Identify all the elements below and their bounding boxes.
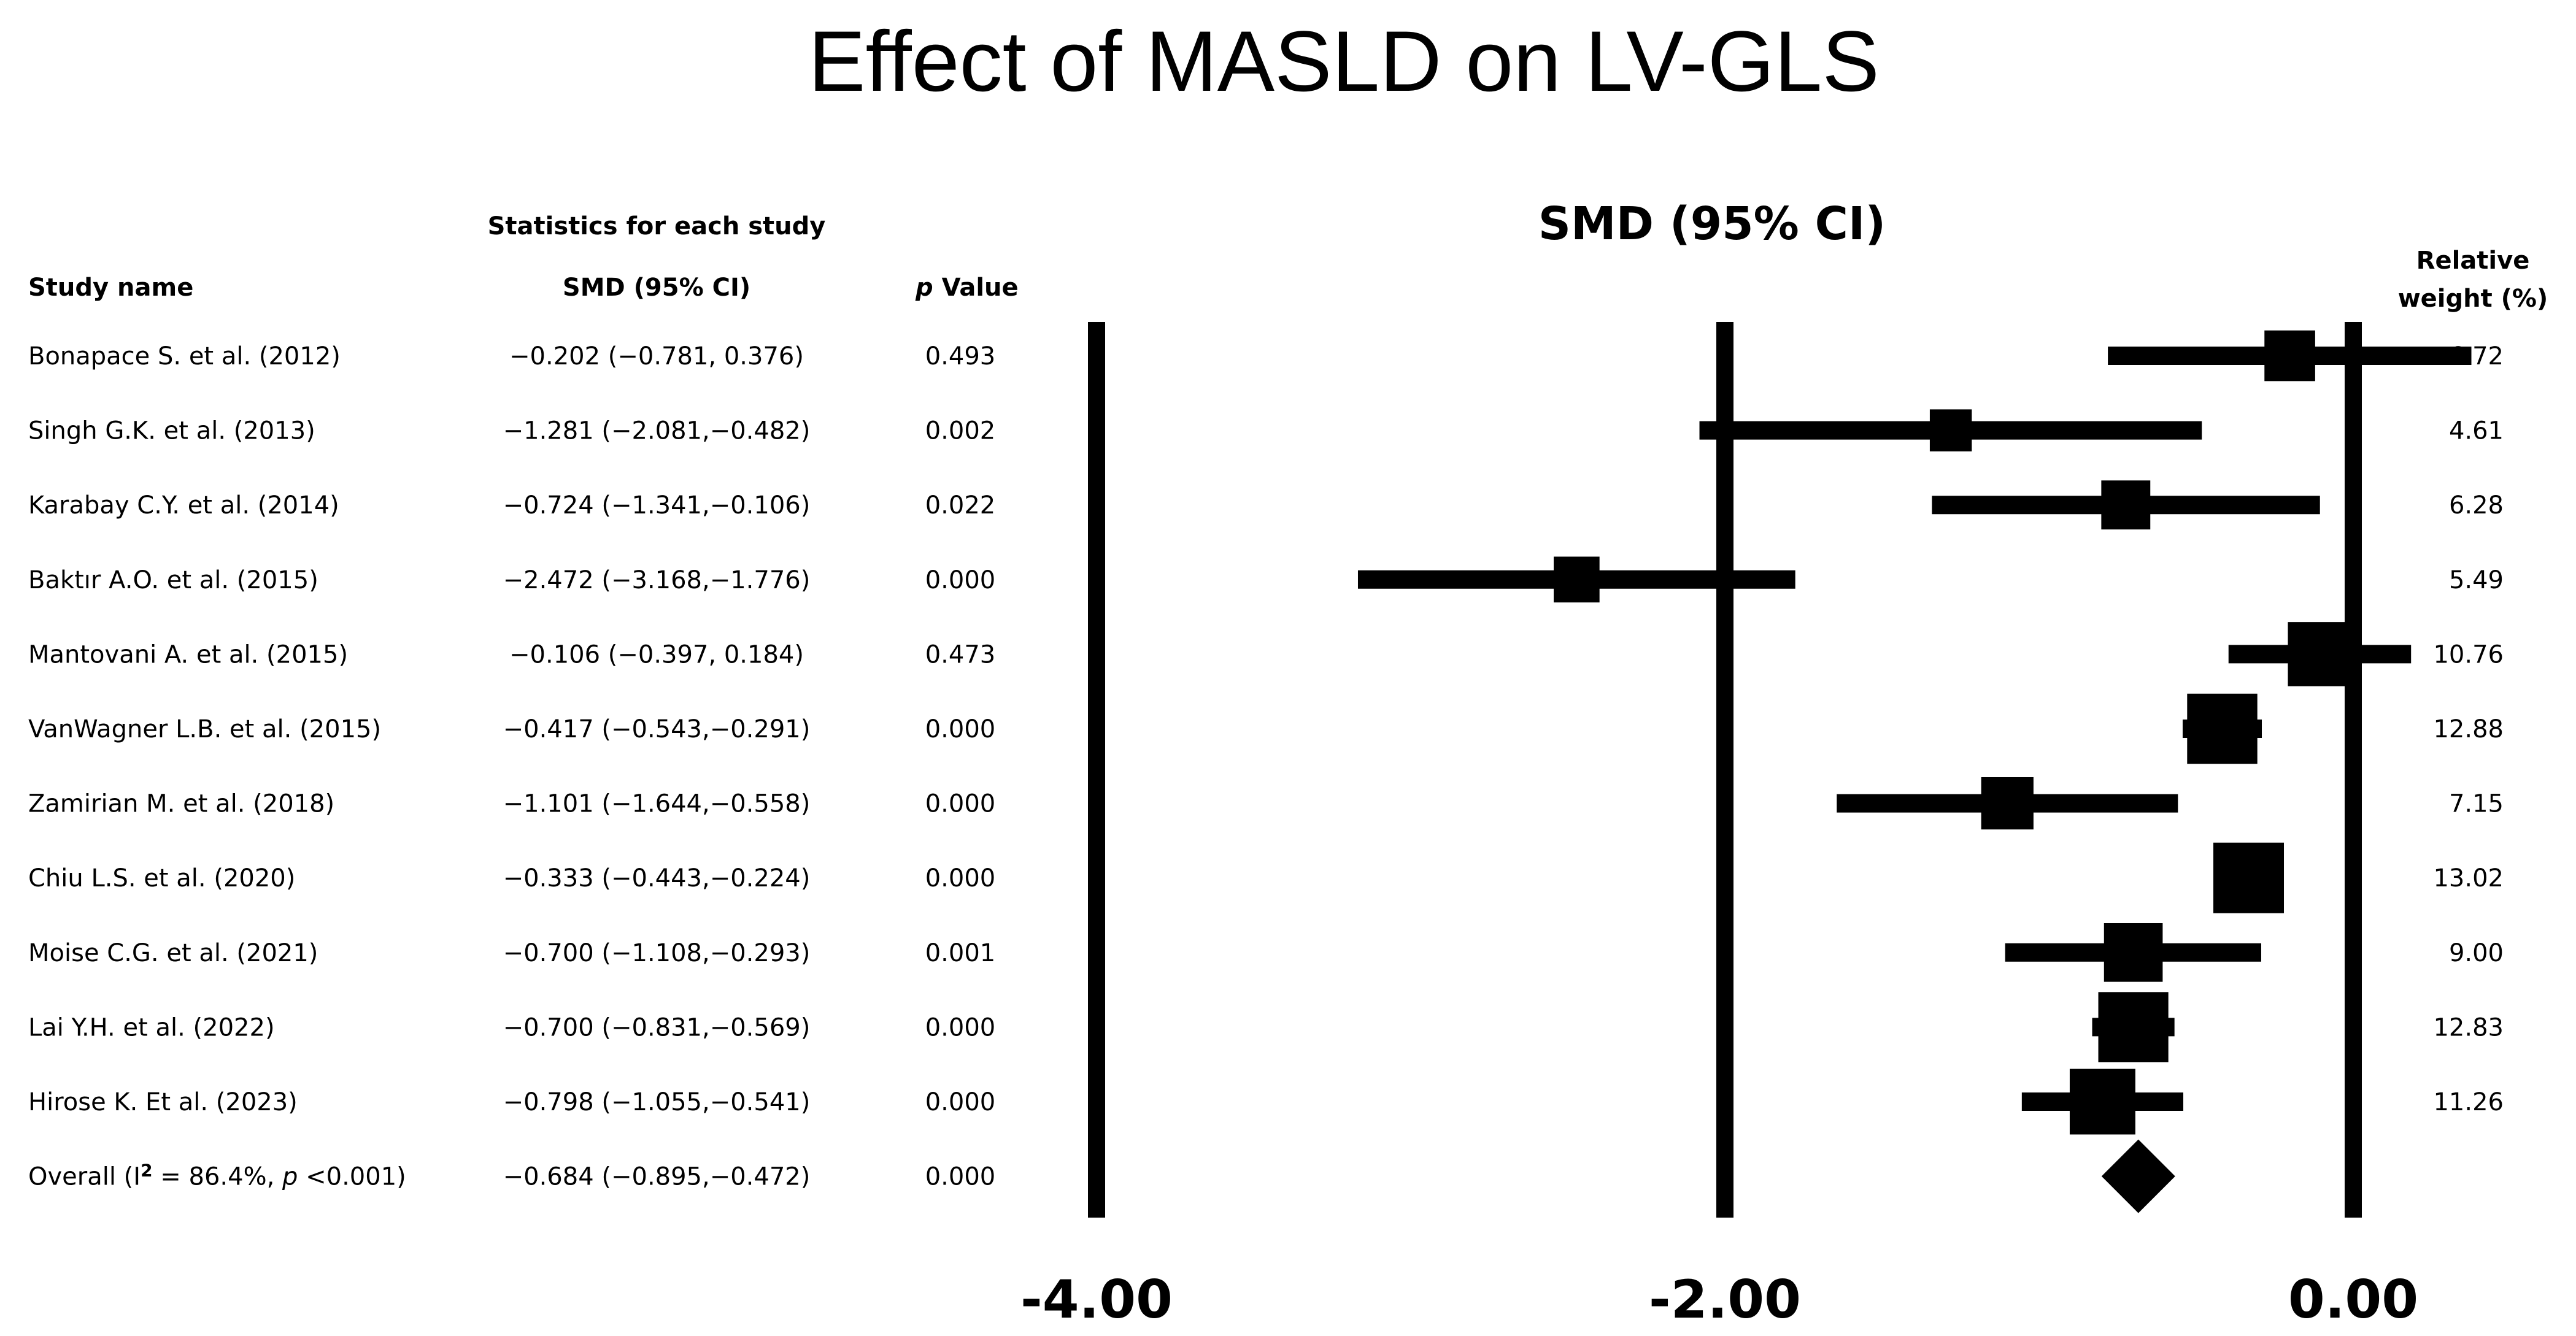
overall-p: 0.000: [925, 1163, 996, 1191]
study-p-10: 0.000: [925, 1088, 996, 1116]
study-name-9: Lai Y.H. et al. (2022): [28, 1013, 275, 1042]
overall-ci: −0.684 (−0.895,−0.472): [503, 1163, 811, 1191]
study-p-2: 0.022: [925, 491, 996, 520]
study-weight-1: 4.61: [2449, 417, 2504, 445]
point-estimate-6: [1981, 777, 2034, 830]
point-estimate-10: [2069, 1069, 2135, 1135]
study-ci-10: −0.798 (−1.055,−0.541): [503, 1088, 811, 1116]
study-ci-8: −0.700 (−1.108,−0.293): [503, 939, 811, 967]
study-weight-8: 9.00: [2449, 939, 2504, 967]
gridlines: [1088, 322, 2362, 1218]
study-weight-5: 12.88: [2433, 715, 2504, 743]
study-p-3: 0.000: [925, 566, 996, 594]
study-ci-6: −1.101 (−1.644,−0.558): [503, 790, 811, 818]
study-ci-9: −0.700 (−0.831,−0.569): [503, 1013, 811, 1042]
study-p-7: 0.000: [925, 864, 996, 893]
study-p-1: 0.002: [925, 417, 996, 445]
weight-header-line2: weight (%): [2398, 285, 2548, 313]
study-name-8: Moise C.G. et al. (2021): [28, 939, 318, 967]
chart-title: Effect of MASLD on LV-GLS: [808, 13, 1880, 109]
point-estimate-1: [1929, 409, 1972, 451]
study-p-8: 0.001: [925, 939, 996, 967]
point-estimate-5: [2187, 693, 2258, 764]
study-name-header: Study name: [28, 274, 193, 302]
point-estimate-3: [1553, 556, 1600, 603]
tick-label-1: -2.00: [1649, 1269, 1801, 1330]
point-estimate-0: [2264, 330, 2315, 382]
x-axis-ticks: -4.00-2.000.002.004.00: [1020, 1269, 2418, 1330]
study-name-4: Mantovani A. et al. (2015): [28, 640, 348, 669]
study-name-0: Bonapace S. et al. (2012): [28, 342, 341, 370]
study-name-10: Hirose K. Et al. (2023): [28, 1088, 298, 1116]
overall-label-part-2: = 86.4%,: [153, 1163, 282, 1191]
study-ci-3: −2.472 (−3.168,−1.776): [503, 566, 811, 594]
study-p-4: 0.473: [925, 640, 996, 669]
study-weight-10: 11.26: [2433, 1088, 2504, 1116]
point-estimate-2: [2101, 480, 2151, 530]
stats-group-header: Statistics for each study: [488, 212, 826, 240]
p-value-rest: Value: [933, 274, 1019, 302]
study-ci-1: −1.281 (−2.081,−0.482): [503, 417, 811, 445]
study-ci-0: −0.202 (−0.781, 0.376): [509, 342, 804, 370]
study-weight-9: 12.83: [2433, 1013, 2504, 1042]
point-estimate-9: [2098, 992, 2169, 1062]
study-weight-6: 7.15: [2449, 790, 2504, 818]
smd-column-header: SMD (95% CI): [563, 274, 750, 302]
study-ci-5: −0.417 (−0.543,−0.291): [503, 715, 811, 743]
study-weight-7: 13.02: [2433, 864, 2504, 893]
study-ci-7: −0.333 (−0.443,−0.224): [503, 864, 811, 893]
study-ci-2: −0.724 (−1.341,−0.106): [503, 491, 811, 520]
p-value-header: p Value: [915, 274, 1019, 302]
study-name-5: VanWagner L.B. et al. (2015): [28, 715, 381, 743]
overall-label-part-0: Overall (I: [28, 1163, 141, 1191]
p-italic: p: [915, 274, 933, 302]
point-estimate-4: [2288, 622, 2352, 686]
study-ci-4: −0.106 (−0.397, 0.184): [509, 640, 804, 669]
study-name-3: Baktır A.O. et al. (2015): [28, 566, 318, 594]
study-markers: [1357, 330, 2472, 1213]
study-name-7: Chiu L.S. et al. (2020): [28, 864, 295, 893]
study-p-9: 0.000: [925, 1013, 996, 1042]
point-estimate-8: [2104, 923, 2163, 982]
study-p-5: 0.000: [925, 715, 996, 743]
study-p-6: 0.000: [925, 790, 996, 818]
tick-label-2: 0.00: [2288, 1269, 2418, 1330]
study-weight-4: 10.76: [2433, 640, 2504, 669]
overall-label-part-1: 2: [141, 1161, 152, 1181]
study-rows: Bonapace S. et al. (2012) −0.202 (−0.781,…: [28, 342, 2504, 1191]
study-name-2: Karabay C.Y. et al. (2014): [28, 491, 339, 520]
overall-diamond: [2101, 1139, 2175, 1213]
overall-label: Overall (I2 = 86.4%, p <0.001): [28, 1161, 406, 1191]
study-weight-2: 6.28: [2449, 491, 2504, 520]
study-name-6: Zamirian M. et al. (2018): [28, 790, 334, 818]
study-name-1: Singh G.K. et al. (2013): [28, 417, 315, 445]
point-estimate-7: [2213, 842, 2285, 913]
study-p-0: 0.493: [925, 342, 996, 370]
study-weight-3: 5.49: [2449, 566, 2504, 594]
tick-label-0: -4.00: [1020, 1269, 1173, 1330]
plot-title: SMD (95% CI): [1538, 198, 1886, 250]
overall-label-part-4: <0.001): [298, 1163, 406, 1191]
overall-label-part-3: p: [282, 1163, 298, 1191]
weight-header-line1: Relative: [2416, 247, 2530, 275]
